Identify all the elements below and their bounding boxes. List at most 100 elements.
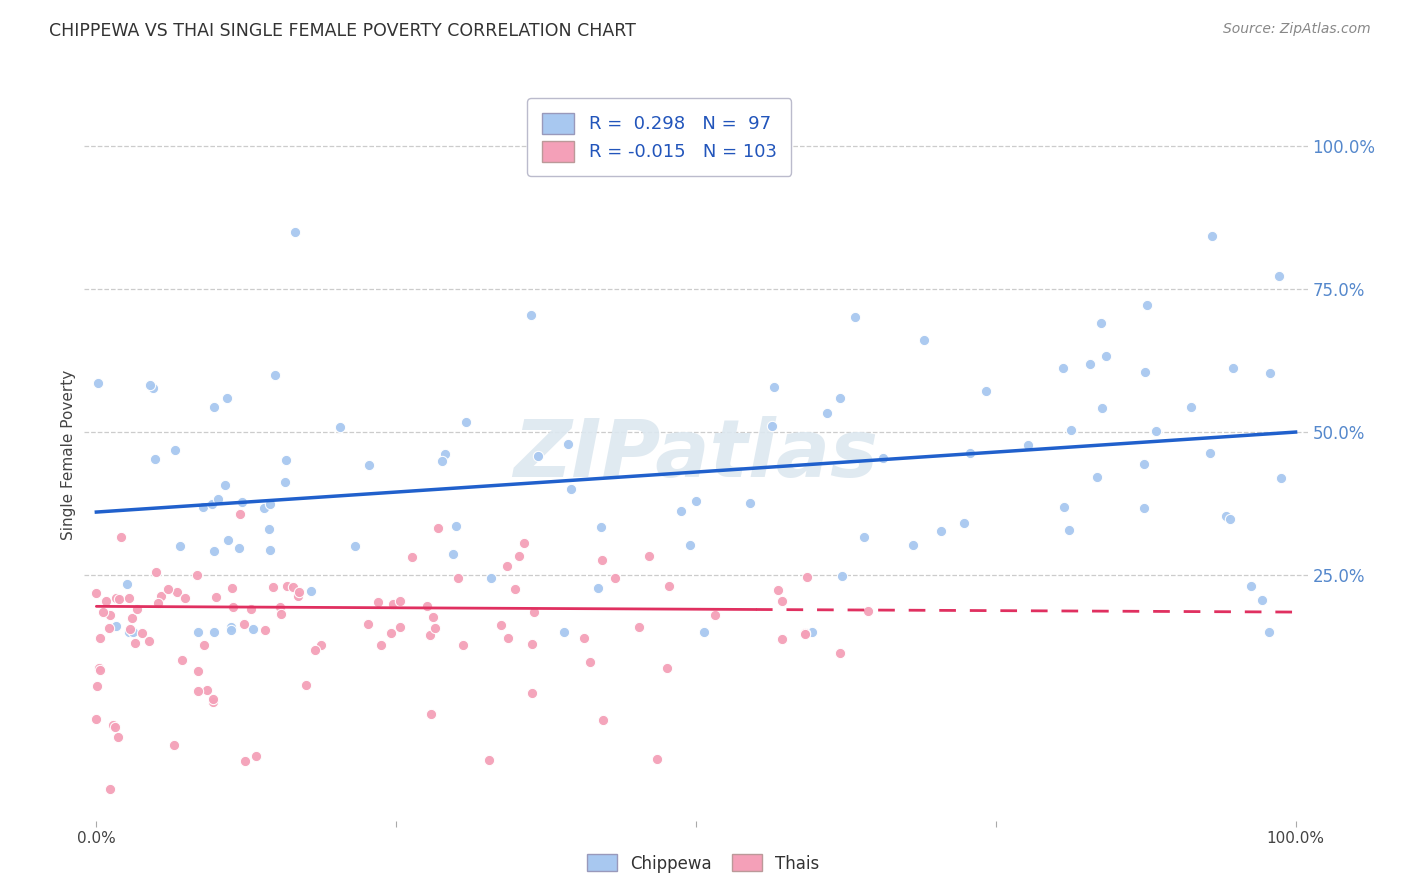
Point [89,663,111,677]
Point [496,632,519,646]
Point [107,592,129,607]
Point [959,446,981,460]
Point [592,713,614,727]
Point [527,449,550,463]
Point [1085,470,1108,484]
Point [264,368,287,383]
Point [97,621,120,635]
Point [217,533,239,547]
Point [574,631,596,645]
Point [170,653,193,667]
Point [222,600,245,615]
Point [1219,511,1241,525]
Point [274,475,297,489]
Point [423,622,446,636]
Point [430,453,453,467]
Point [157,582,180,597]
Point [201,497,224,511]
Point [974,384,997,398]
Point [214,478,236,492]
Point [591,520,613,534]
Point [446,571,468,585]
Point [451,638,474,652]
Point [1135,365,1157,379]
Point [287,589,309,603]
Point [658,579,681,593]
Point [149,590,172,604]
Point [87,376,110,390]
Point [193,638,215,652]
Point [770,593,793,607]
Point [588,582,610,596]
Point [370,638,392,652]
Point [121,611,143,625]
Point [912,333,935,347]
Point [1017,437,1039,451]
Point [252,501,274,516]
Point [605,571,627,585]
Point [479,571,502,585]
Point [259,522,281,536]
Point [309,639,332,653]
Point [553,625,575,640]
Point [1090,316,1112,330]
Point [416,599,439,613]
Point [187,664,209,678]
Point [127,602,149,616]
Point [1270,471,1292,485]
Y-axis label: Single Female Poverty: Single Female Poverty [60,370,76,540]
Point [86,712,108,726]
Point [233,617,256,632]
Point [388,619,411,633]
Point [557,437,579,451]
Point [433,447,456,461]
Point [1095,349,1118,363]
Legend: Chippewa, Thais: Chippewa, Thais [581,847,825,880]
Point [221,582,243,596]
Point [508,549,530,564]
Point [253,623,276,637]
Point [98,608,121,623]
Point [118,625,141,640]
Point [287,585,309,599]
Point [142,381,165,395]
Point [187,625,209,640]
Text: ZIPatlas: ZIPatlas [513,416,879,494]
Point [679,538,702,552]
Point [763,380,786,394]
Point [98,782,121,797]
Point [219,620,242,634]
Point [201,695,224,709]
Point [94,594,117,608]
Point [645,752,668,766]
Point [1215,509,1237,524]
Point [169,539,191,553]
Point [101,718,124,732]
Point [491,618,513,632]
Point [579,656,602,670]
Point [219,624,242,638]
Point [1057,523,1080,537]
Point [520,686,543,700]
Point [86,585,108,599]
Point [441,547,464,561]
Point [1199,445,1222,459]
Point [104,591,127,605]
Point [520,308,543,322]
Point [229,508,252,522]
Point [1133,501,1156,516]
Point [329,420,352,434]
Text: CHIPPEWA VS THAI SINGLE FEMALE POVERTY CORRELATION CHART: CHIPPEWA VS THAI SINGLE FEMALE POVERTY C… [49,22,636,40]
Point [259,543,281,558]
Point [115,577,138,591]
Point [794,626,817,640]
Point [299,584,322,599]
Legend: R =  0.298   N =  97, R = -0.015   N = 103: R = 0.298 N = 97, R = -0.015 N = 103 [527,98,792,176]
Point [426,521,449,535]
Point [929,524,952,538]
Point [122,625,145,640]
Point [195,683,218,698]
Point [104,720,127,734]
Point [685,494,707,508]
Point [239,602,262,616]
